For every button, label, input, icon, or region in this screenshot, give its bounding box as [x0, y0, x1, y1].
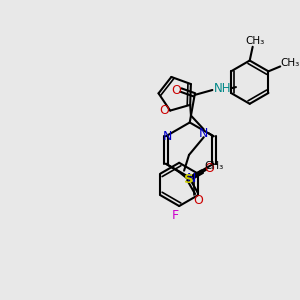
Text: F: F: [172, 209, 179, 222]
Text: CH₃: CH₃: [280, 58, 300, 68]
Text: O: O: [171, 83, 181, 97]
Text: S: S: [184, 173, 193, 186]
Text: N: N: [163, 130, 172, 143]
Text: N: N: [199, 127, 208, 140]
Text: CH₃: CH₃: [204, 161, 224, 171]
Text: O: O: [204, 162, 214, 175]
Text: NH: NH: [213, 82, 231, 94]
Text: CH₃: CH₃: [245, 36, 264, 46]
Text: O: O: [159, 104, 169, 117]
Text: N: N: [187, 172, 196, 185]
Text: O: O: [194, 194, 203, 207]
